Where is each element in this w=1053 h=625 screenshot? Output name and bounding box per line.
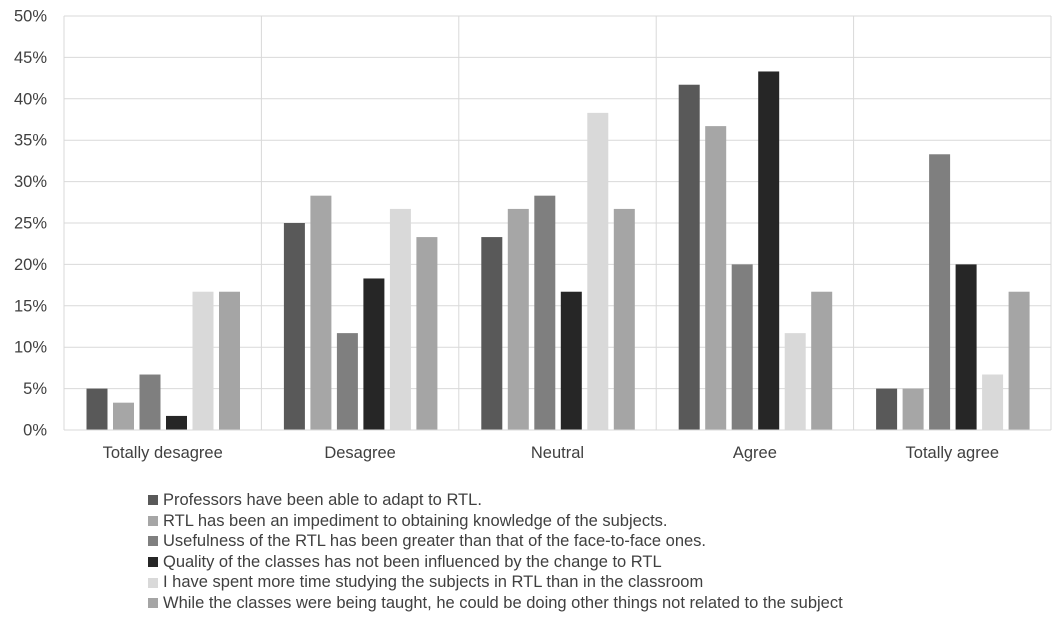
legend-label: Usefulness of the RTL has been greater t…: [163, 532, 707, 551]
bar: [705, 126, 727, 431]
bar: [363, 278, 385, 430]
x-tick-label: Totally agree: [906, 444, 1000, 462]
bar: [678, 84, 700, 430]
bar-chart: 0% 5% 10% 15% 20% 25% 30% 35% 40% 45% 50% Totally d…: [14, 8, 1052, 462]
legend-swatch: [148, 557, 158, 568]
legend-swatch: [148, 598, 158, 609]
x-tick-label: Agree: [733, 444, 777, 462]
bar: [192, 291, 214, 430]
y-tick-label: 10%: [14, 339, 47, 357]
bar: [929, 154, 951, 430]
bar: [587, 112, 609, 430]
bar: [139, 374, 161, 430]
legend-label: Quality of the classes has not been infl…: [163, 552, 662, 571]
bar: [86, 388, 108, 430]
y-tick-label: 0%: [23, 422, 47, 440]
y-tick-label: 20%: [14, 256, 47, 274]
x-tick-label: Neutral: [531, 444, 584, 462]
y-tick-label: 5%: [23, 380, 47, 398]
y-tick-label: 15%: [14, 297, 47, 315]
bar: [166, 415, 187, 430]
legend-label: I have spent more time studying the subj…: [163, 573, 704, 592]
bar: [613, 208, 635, 430]
bar: [731, 264, 753, 430]
bar: [310, 195, 332, 430]
bar: [534, 195, 556, 430]
bar: [902, 388, 924, 430]
legend-swatch: [148, 577, 158, 588]
legend-label: While the classes were being taught, he …: [163, 593, 843, 612]
legend-item: Quality of the classes has not been infl…: [148, 552, 843, 573]
bar: [758, 71, 780, 430]
bar: [876, 388, 898, 430]
legend-swatch: [148, 536, 158, 547]
bar: [389, 208, 411, 430]
bar: [481, 237, 503, 430]
bar: [1008, 291, 1030, 430]
legend-item: Professors have been able to adapt to RT…: [148, 490, 843, 511]
legend-swatch: [148, 495, 158, 506]
bar: [811, 291, 833, 430]
bar: [283, 223, 305, 430]
y-tick-label: 40%: [14, 90, 47, 108]
legend-item: RTL has been an impediment to obtaining …: [148, 511, 843, 532]
x-tick-label: Totally desagree: [103, 444, 223, 462]
legend-label: Professors have been able to adapt to RT…: [163, 491, 482, 509]
y-tick-label: 30%: [14, 173, 47, 191]
chart-legend: Professors have been able to adapt to RT…: [148, 490, 843, 614]
y-tick-label: 45%: [14, 49, 47, 67]
bar: [219, 291, 240, 430]
bar: [113, 402, 134, 430]
bar: [507, 208, 529, 430]
y-tick-label: 35%: [14, 132, 47, 150]
y-tick-label: 50%: [14, 8, 47, 26]
legend-item: I have spent more time studying the subj…: [148, 572, 843, 593]
bar: [416, 237, 438, 430]
bar: [336, 333, 358, 430]
legend-swatch: [148, 515, 158, 526]
bar: [784, 333, 806, 430]
bar: [955, 264, 977, 430]
legend-item: Usefulness of the RTL has been greater t…: [148, 531, 843, 552]
legend-item: While the classes were being taught, he …: [148, 593, 843, 614]
y-tick-label: 25%: [14, 215, 47, 233]
x-tick-label: Desagree: [324, 444, 396, 462]
bar: [560, 291, 582, 430]
legend-label: RTL has been an impediment to obtaining …: [163, 511, 668, 530]
bar: [982, 374, 1004, 430]
